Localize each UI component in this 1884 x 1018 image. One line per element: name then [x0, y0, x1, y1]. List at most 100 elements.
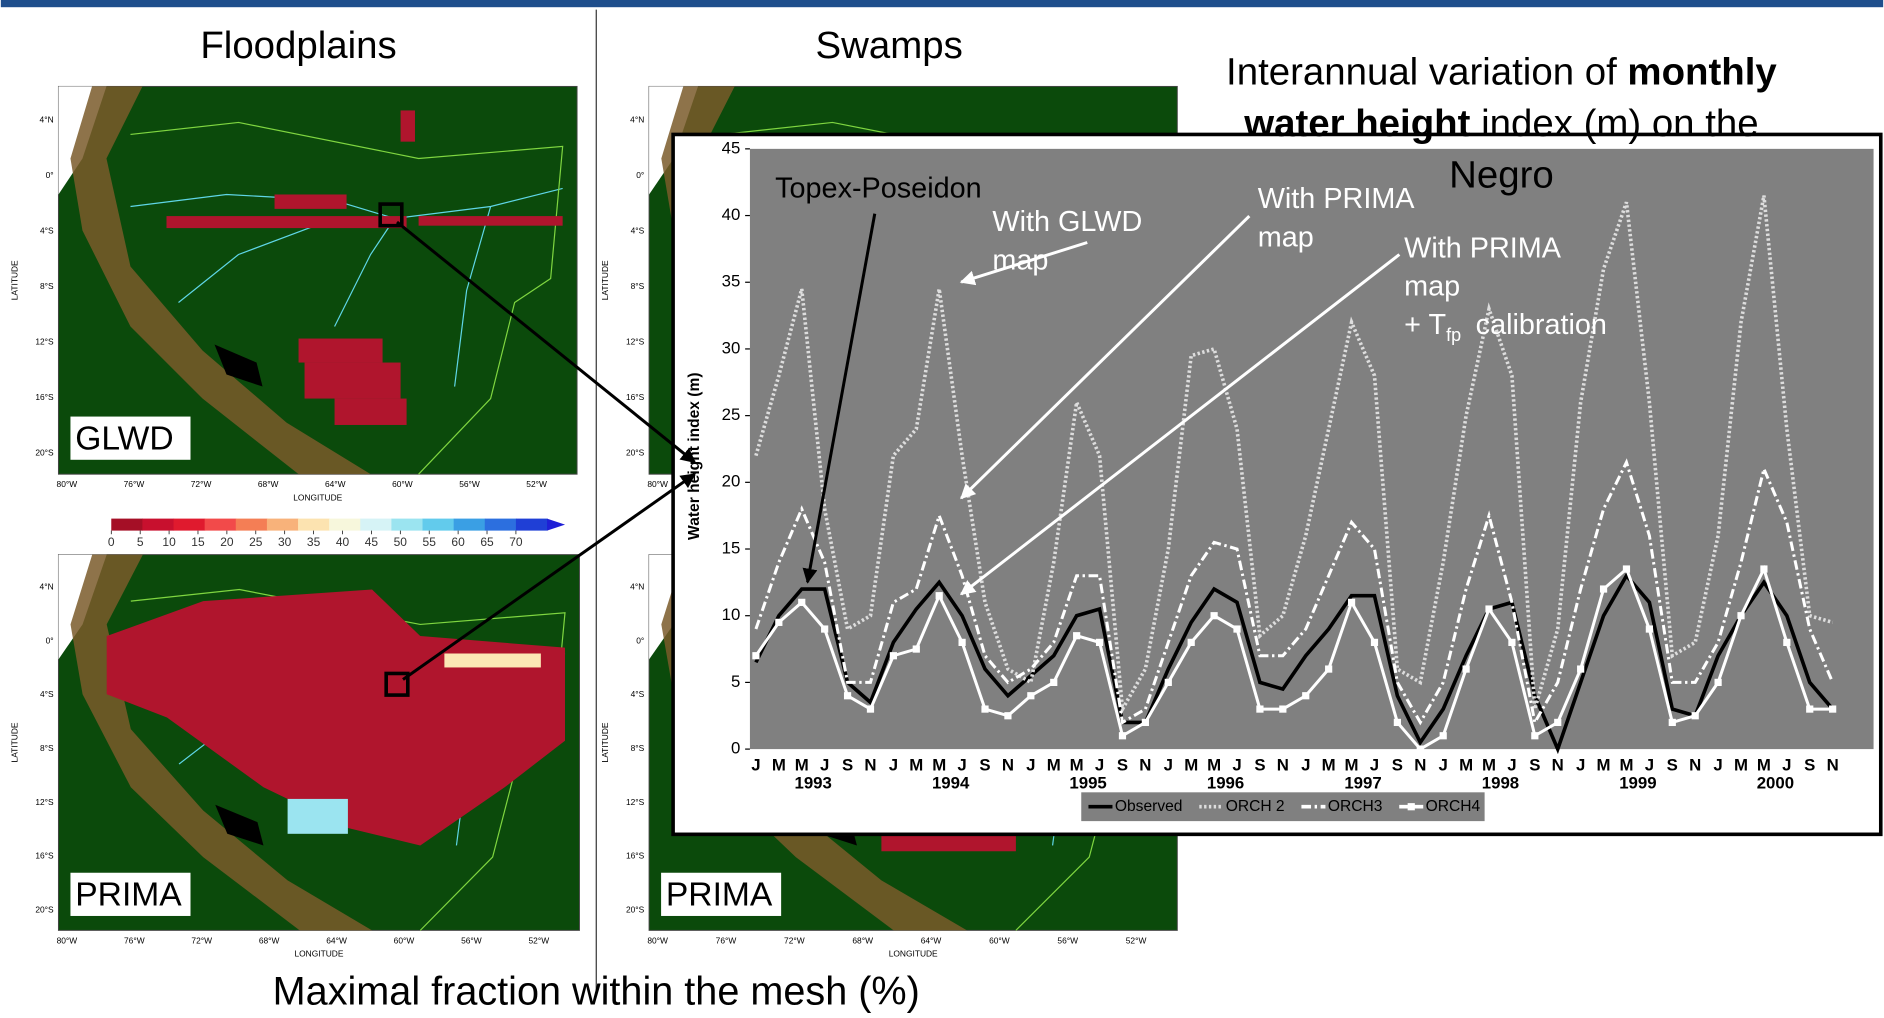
y-tick-label: 25: [722, 405, 741, 424]
x-tick-label: M: [1345, 755, 1359, 774]
y-tick-label: 0: [731, 739, 740, 758]
lon-tick-label: 52°W: [526, 479, 547, 489]
lon-tick-label: 56°W: [1057, 935, 1078, 945]
legend-label: Observed: [1115, 798, 1183, 815]
colorbar-cell: [142, 518, 175, 531]
lat-tick-label: 20°S: [35, 448, 54, 458]
colorbar-cell: [235, 518, 268, 531]
lat-tick-label: 4°S: [631, 225, 645, 235]
x-tick-label: J: [1095, 755, 1104, 774]
annotation-subscript: fp: [1446, 325, 1461, 345]
lat-tick-label: 12°S: [35, 337, 54, 347]
series-marker: [1554, 718, 1562, 727]
connector-arrow: [402, 472, 696, 681]
location-box: [378, 202, 404, 228]
x-tick-label: N: [1689, 755, 1701, 774]
x-tick-label: N: [1552, 755, 1564, 774]
y-tick-label: 20: [722, 472, 741, 491]
wetland-cell: [418, 216, 563, 226]
colorbar-arrow: [547, 518, 566, 531]
wetland-cell: [304, 362, 401, 399]
lat-tick-label: 8°S: [631, 743, 645, 753]
annotation: With GLWD: [992, 206, 1142, 238]
river: [130, 187, 563, 220]
x-tick-label: J: [1645, 755, 1654, 774]
colorbar-cell: [484, 518, 517, 531]
series-marker: [1508, 638, 1516, 646]
lon-tick-label: 80°W: [57, 935, 78, 945]
y-tick-label: 45: [722, 138, 741, 157]
title-segment: index (m) on the: [1470, 102, 1758, 145]
year-label: 2000: [1757, 773, 1794, 792]
label-bg: [70, 872, 191, 916]
colorbar-cell: [204, 518, 237, 531]
series-marker: [1141, 718, 1149, 727]
colorbar-tick-label: 65: [480, 535, 494, 549]
x-tick-label: N: [1414, 755, 1426, 774]
series-marker: [889, 652, 897, 660]
river: [178, 217, 335, 303]
lat-tick-label: 8°S: [40, 743, 54, 753]
annotation: map: [1258, 222, 1314, 254]
map-label: PRIMA: [666, 877, 773, 914]
x-tick-label: S: [1667, 755, 1678, 774]
x-tick-label: J: [889, 755, 898, 774]
lon-tick-label: 68°W: [852, 935, 873, 945]
legend-marker: [1407, 803, 1415, 811]
series-marker: [1599, 585, 1608, 593]
x-tick-label: J: [1439, 755, 1448, 774]
colorbar-tick-label: 35: [307, 535, 321, 549]
series-marker: [912, 645, 920, 653]
title-segment: Negro: [1449, 154, 1554, 197]
x-tick-label: M: [1070, 755, 1084, 774]
annotation-arrow: [802, 213, 877, 584]
series-marker: [1416, 745, 1424, 753]
series-marker: [1485, 605, 1493, 613]
map-label: GLWD: [75, 420, 173, 457]
x-tick-label: M: [795, 755, 809, 774]
colorbar-tick-label: 40: [336, 535, 350, 549]
lat-tick-label: 12°S: [626, 797, 645, 807]
colorbar-tick-label: 20: [220, 535, 234, 549]
x-tick-label: S: [842, 755, 853, 774]
lon-axis-label: LONGITUDE: [293, 492, 342, 502]
x-tick-label: J: [751, 755, 760, 774]
chart-title: water height index (m) on the: [1243, 102, 1758, 145]
colorbar-tick-label: 55: [423, 535, 437, 549]
x-tick-label: J: [820, 755, 829, 774]
colorbar-tick-label: 0: [108, 535, 115, 549]
lat-tick-label: 20°S: [626, 448, 645, 458]
series-marker: [1164, 678, 1172, 687]
colorbar-tick-label: 50: [394, 535, 408, 549]
series-marker: [1347, 598, 1356, 606]
annotation-arrow: [960, 215, 1251, 500]
annotation: + T: [1404, 309, 1446, 341]
x-tick-label: M: [1734, 755, 1748, 774]
colorbar-tick-label: 5: [137, 535, 144, 549]
lat-tick-label: 8°S: [40, 281, 54, 291]
lat-tick-label: 0°: [636, 635, 644, 645]
x-tick-label: J: [957, 755, 966, 774]
colorbar-cell: [453, 518, 486, 531]
river: [454, 206, 492, 387]
x-tick-label: S: [1254, 755, 1265, 774]
series-marker: [843, 692, 852, 700]
footer: Maximal fraction within the mesh (%): [273, 969, 920, 1013]
label-bg: [661, 872, 782, 916]
location-box: [384, 671, 410, 697]
map-panel: 4°N 0° 4°S 8°S 12°S 16°S 20°S 80°W 76°W 72°W 68°W 6…: [9, 85, 578, 502]
series-marker: [1737, 612, 1745, 620]
colorbar-cell: [173, 518, 206, 531]
series-marker: [1531, 732, 1539, 740]
lon-tick-label: 68°W: [258, 479, 279, 489]
legend-label: ORCH3: [1328, 798, 1383, 815]
lon-tick-label: 76°W: [716, 935, 737, 945]
series-marker: [1187, 638, 1195, 646]
lon-tick-label: 80°W: [647, 479, 668, 489]
colorbar-cell: [266, 518, 299, 531]
label-bg: [70, 416, 191, 460]
lon-tick-label: 52°W: [1126, 935, 1147, 945]
lon-tick-label: 56°W: [459, 479, 480, 489]
series-marker: [1783, 638, 1791, 646]
